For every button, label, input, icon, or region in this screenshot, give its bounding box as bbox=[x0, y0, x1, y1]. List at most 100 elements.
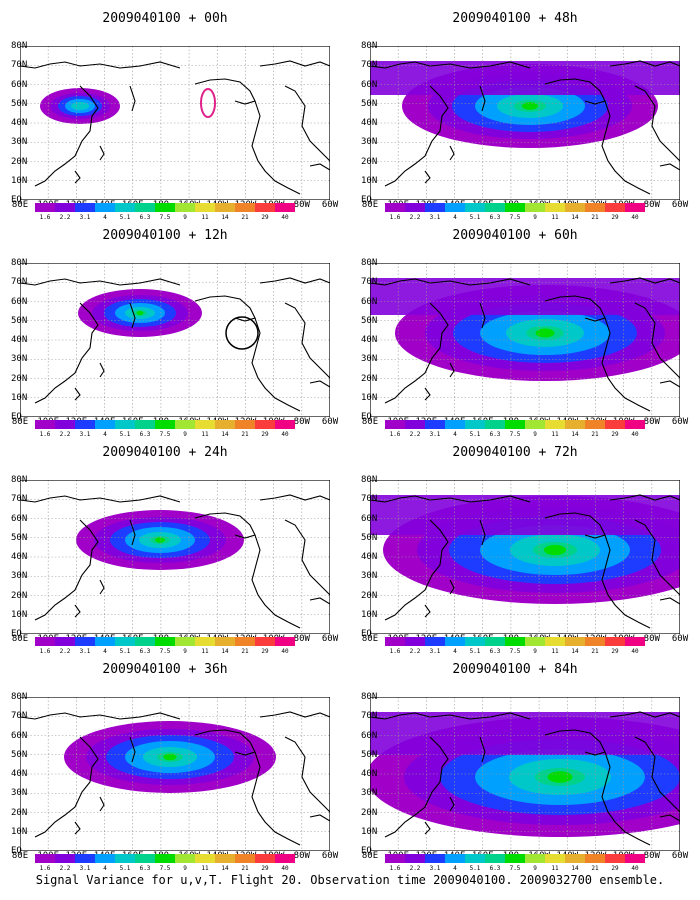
colorbar-label: 3.1 bbox=[79, 431, 91, 438]
colorbar-label: 14 bbox=[221, 214, 229, 221]
latitude-label: 20N bbox=[361, 156, 378, 167]
colorbar-swatch bbox=[255, 854, 275, 863]
panel-title: 2009040100 + 84h bbox=[452, 662, 578, 677]
colorbar-label: 7.5 bbox=[159, 214, 171, 221]
colorbar-label: 5.1 bbox=[469, 648, 481, 655]
grid-lines bbox=[370, 46, 680, 200]
colorbar bbox=[35, 637, 295, 646]
colorbar-label: 7.5 bbox=[509, 865, 521, 872]
longitude-label: 60W bbox=[671, 634, 689, 644]
colorbar-swatch bbox=[155, 420, 175, 429]
latitude-label: 40N bbox=[361, 769, 378, 779]
colorbar-swatch bbox=[75, 203, 95, 212]
colorbar-swatch bbox=[605, 854, 625, 863]
colorbar-swatch bbox=[155, 203, 175, 212]
latitude-label: 80N bbox=[361, 41, 378, 51]
variance-map-svg bbox=[370, 263, 680, 417]
colorbar-label: 5.1 bbox=[469, 865, 481, 872]
colorbar-swatch bbox=[175, 203, 195, 212]
colorbar-label: 29 bbox=[261, 865, 269, 872]
colorbar-swatch bbox=[255, 420, 275, 429]
colorbar-label: 14 bbox=[221, 431, 229, 438]
colorbar-label: 14 bbox=[571, 214, 579, 221]
colorbar-label: 14 bbox=[221, 648, 229, 655]
colorbar-swatch bbox=[195, 203, 215, 212]
colorbar-swatch bbox=[545, 203, 565, 212]
variance-contour bbox=[370, 712, 680, 755]
longitude-label: 80W bbox=[293, 417, 310, 427]
longitude-label: 60W bbox=[321, 200, 339, 210]
colorbar-labels: 1.6 2.2 3.1 4 5.1 6.3 7.5 9 11 14 21 29 40 bbox=[385, 432, 645, 441]
colorbar-swatch bbox=[55, 854, 75, 863]
colorbar-swatch bbox=[35, 854, 55, 863]
latitude-label: 70N bbox=[361, 494, 378, 505]
longitude-label: 80E bbox=[361, 851, 379, 861]
latitude-label: EQ bbox=[361, 195, 372, 205]
colorbar-swatch bbox=[525, 420, 545, 429]
colorbar-label: 2.2 bbox=[59, 865, 71, 872]
variance-contour bbox=[71, 102, 89, 110]
map-panel: 2009040100 + 72h 80N 70N 60N 50N 40N 30N 20N 10N… bbox=[350, 442, 700, 655]
colorbar-label: 29 bbox=[261, 431, 269, 438]
panel-title: 2009040100 + 00h bbox=[102, 11, 228, 26]
variance-field bbox=[64, 721, 276, 793]
latitude-label: EQ bbox=[361, 412, 372, 422]
latitude-label: 70N bbox=[11, 494, 28, 505]
colorbar-swatch bbox=[75, 854, 95, 863]
colorbar-label: 29 bbox=[261, 214, 269, 221]
colorbar-swatch bbox=[545, 854, 565, 863]
observation-marker bbox=[225, 316, 259, 350]
colorbar-swatch bbox=[505, 637, 525, 646]
colorbar-swatch bbox=[95, 203, 115, 212]
latitude-label: 10N bbox=[361, 175, 378, 186]
map-area: 80N70N60N50N40N30N20N10NEQ80E100E120E140… bbox=[11, 42, 338, 211]
colorbar-swatch bbox=[135, 420, 155, 429]
colorbar-label: 5.1 bbox=[469, 214, 481, 221]
colorbar-label: 40 bbox=[281, 865, 289, 872]
longitude-label: 80W bbox=[643, 634, 660, 644]
latitude-label: 70N bbox=[11, 60, 28, 71]
variance-contour bbox=[136, 310, 144, 316]
colorbar-swatch bbox=[55, 420, 75, 429]
colorbar-swatch bbox=[445, 420, 465, 429]
latitude-label: 80N bbox=[11, 475, 28, 485]
colorbar-swatch bbox=[465, 420, 485, 429]
longitude-label: 80E bbox=[361, 417, 379, 427]
variance-field bbox=[370, 712, 680, 837]
latitude-label: 70N bbox=[361, 277, 378, 288]
latitude-label: 70N bbox=[361, 711, 378, 722]
colorbar-label: 1.6 bbox=[389, 214, 401, 221]
colorbar-label: 9 bbox=[533, 865, 537, 872]
colorbar-label: 2.2 bbox=[409, 865, 421, 872]
colorbar-label: 21 bbox=[241, 214, 249, 221]
latitude-label: 20N bbox=[361, 373, 378, 384]
observation-marker bbox=[200, 88, 216, 118]
colorbar bbox=[385, 854, 645, 863]
colorbar-label: 29 bbox=[611, 431, 619, 438]
colorbar-label: 4 bbox=[103, 648, 107, 655]
colorbar-swatch bbox=[235, 637, 255, 646]
variance-field bbox=[78, 289, 202, 337]
colorbar-label: 21 bbox=[241, 431, 249, 438]
variance-field bbox=[76, 510, 244, 570]
latitude-label: 20N bbox=[11, 373, 28, 384]
colorbar-label: 6.3 bbox=[139, 648, 151, 655]
colorbar-label: 29 bbox=[611, 648, 619, 655]
colorbar-label: 2.2 bbox=[409, 431, 421, 438]
colorbar-label: 11 bbox=[551, 648, 559, 655]
grid-lines bbox=[20, 46, 330, 200]
variance-contour bbox=[370, 278, 680, 315]
latitude-label: 50N bbox=[361, 532, 378, 543]
colorbar-swatch bbox=[385, 854, 405, 863]
longitude-label: 80E bbox=[361, 200, 379, 210]
colorbar-label: 6.3 bbox=[489, 431, 501, 438]
variance-contour bbox=[155, 537, 165, 543]
coastlines bbox=[20, 277, 330, 412]
grid-lines bbox=[370, 697, 680, 851]
colorbar-label: 4 bbox=[453, 648, 457, 655]
colorbar-label: 3.1 bbox=[79, 648, 91, 655]
grid-lines bbox=[20, 263, 330, 417]
variance-contour bbox=[544, 544, 566, 556]
colorbar-swatch bbox=[215, 854, 235, 863]
colorbar-label: 9 bbox=[183, 648, 187, 655]
